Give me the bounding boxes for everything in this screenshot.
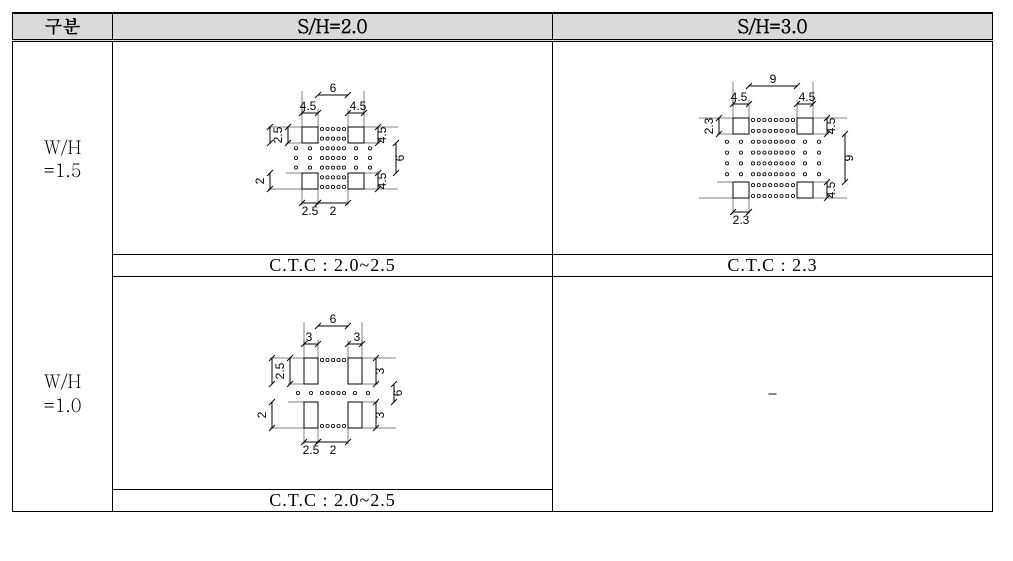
- svg-text:6: 6: [391, 389, 405, 396]
- svg-text:6: 6: [393, 154, 407, 161]
- row-label-2-line1: W/H: [44, 369, 82, 394]
- svg-text:2.5: 2.5: [302, 443, 319, 457]
- svg-text:4.5: 4.5: [375, 126, 389, 143]
- ctc-r1c2: C.T.C : 2.3: [553, 255, 993, 277]
- svg-text:3: 3: [353, 330, 360, 344]
- svg-text:2.5: 2.5: [271, 126, 285, 143]
- svg-text:3: 3: [305, 330, 312, 344]
- svg-text:4.5: 4.5: [375, 172, 389, 189]
- col-header-2: S/H=3.0: [553, 13, 993, 41]
- svg-text:2: 2: [329, 204, 336, 218]
- diagram-cell-r1c1: 64.54.52.524.54.562.52: [113, 41, 553, 255]
- col-header-0: 구분: [13, 13, 113, 41]
- svg-text:2.3: 2.3: [732, 213, 749, 227]
- diagram-cell-r2c1: 6 3 3 2.5 2 3 3 6 2.5 2: [113, 277, 553, 490]
- svg-text:9: 9: [769, 72, 776, 86]
- row-label-1-line2: =1.5: [44, 158, 82, 183]
- svg-text:2.3: 2.3: [702, 117, 716, 134]
- diagram-d12: 94.54.52.34.54.592.3: [623, 48, 923, 248]
- svg-text:9: 9: [842, 154, 856, 161]
- svg-text:2.5: 2.5: [301, 204, 318, 218]
- row-label-2-line2: =1.0: [44, 393, 82, 418]
- col-header-1: S/H=2.0: [113, 13, 553, 41]
- row-label-1: W/H =1.5: [13, 41, 113, 277]
- svg-text:6: 6: [329, 81, 336, 95]
- svg-text:2: 2: [255, 411, 269, 418]
- svg-text:4.5: 4.5: [824, 181, 838, 198]
- svg-text:4.5: 4.5: [824, 117, 838, 134]
- svg-text:3: 3: [373, 411, 387, 418]
- diagram-d21: 6 3 3 2.5 2 3 3 6 2.5 2: [203, 283, 463, 483]
- diagram-cell-r1c2: 94.54.52.34.54.592.3: [553, 41, 993, 255]
- diagram-cell-r2c2: -: [553, 277, 993, 512]
- row-label-1-line1: W/H: [44, 135, 82, 160]
- svg-text:6: 6: [329, 312, 336, 326]
- ctc-r1c1: C.T.C : 2.0~2.5: [113, 255, 553, 277]
- svg-text:2: 2: [329, 443, 336, 457]
- svg-text:2.5: 2.5: [273, 362, 287, 379]
- svg-text:2: 2: [253, 177, 267, 184]
- ctc-r2c1: C.T.C : 2.0~2.5: [113, 490, 553, 512]
- row-label-2: W/H =1.0: [13, 277, 113, 512]
- diagram-d11: 64.54.52.524.54.562.52: [203, 48, 463, 248]
- svg-text:3: 3: [373, 367, 387, 374]
